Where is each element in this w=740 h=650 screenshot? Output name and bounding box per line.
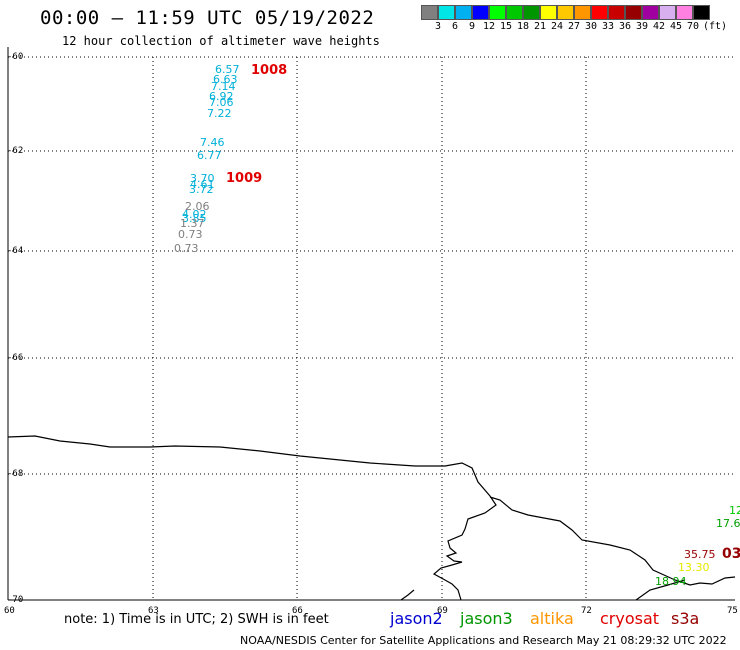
wave-height-value: 0.73 (178, 228, 203, 241)
color-scale-label: 24 (550, 21, 564, 32)
color-scale-label: 18 (516, 21, 530, 32)
lon-label: 66 (292, 606, 303, 616)
color-scale-swatch (591, 5, 608, 20)
wave-height-value: 4.61 (190, 178, 215, 191)
color-scale-swatch (574, 5, 591, 20)
color-scale-label: (ft) (703, 21, 728, 32)
wave-height-value: 4.02 (182, 208, 207, 221)
color-scale-swatch (625, 5, 642, 20)
pressure-label: 1008 (251, 63, 288, 78)
wave-height-value: 18.94 (655, 575, 687, 588)
wave-height-value: 7.06 (209, 96, 234, 109)
lat-label: -62 (7, 146, 24, 156)
wave-height-color-scale (421, 5, 710, 21)
color-scale-swatch (489, 5, 506, 20)
lon-label: 60 (4, 606, 15, 616)
color-scale-label: 36 (618, 21, 632, 32)
wave-height-value: 12 (729, 504, 740, 517)
wave-height-value: 6.57 (215, 63, 240, 76)
color-scale-label: 27 (567, 21, 581, 32)
credit-line: NOAA/NESDIS Center for Satellite Applica… (240, 634, 727, 647)
color-scale-label: 42 (652, 21, 666, 32)
color-scale-swatch (523, 5, 540, 20)
lon-label: 63 (148, 606, 159, 616)
satellite-legend-jason3: jason3 (460, 609, 513, 628)
wave-height-value: 6.77 (197, 149, 222, 162)
satellite-legend-cryosat: cryosat (600, 609, 660, 628)
color-scale-label: 15 (499, 21, 513, 32)
color-scale-label: 3 (434, 21, 442, 32)
wave-height-value: 7.14 (211, 80, 236, 93)
color-scale-swatch (506, 5, 523, 20)
color-scale-swatch (557, 5, 574, 20)
color-scale-label: 33 (601, 21, 615, 32)
antarctic-coastline (7, 435, 736, 601)
lat-label: -64 (7, 246, 24, 256)
color-scale-label: 45 (669, 21, 683, 32)
color-scale-swatch (540, 5, 557, 20)
color-scale-swatch (693, 5, 710, 20)
color-scale-label: 70 (686, 21, 700, 32)
lat-label: -66 (7, 353, 24, 363)
color-scale-swatch (455, 5, 472, 20)
wave-height-value: 1.37 (180, 217, 205, 230)
lon-label: 75 (727, 606, 738, 616)
wave-height-value: 17.6 (716, 517, 740, 530)
wave-height-value: 7.46 (200, 136, 225, 149)
pressure-label: 1009 (226, 171, 263, 186)
satellite-legend-altika: altika (530, 609, 574, 628)
color-scale-label: 12 (482, 21, 496, 32)
lon-label: 69 (437, 606, 448, 616)
wave-height-value: 6.92 (209, 90, 234, 103)
satellite-legend-jason2: jason2 (390, 609, 443, 628)
wave-height-value: 6.63 (213, 73, 238, 86)
color-scale-swatch (438, 5, 455, 20)
color-scale-label: 21 (533, 21, 547, 32)
wave-height-value: 7.22 (207, 107, 232, 120)
wave-height-value: 13.30 (678, 561, 710, 574)
wave-height-value: 3.72 (189, 183, 214, 196)
units-note: note: 1) Time is in UTC; 2) SWH is in fe… (64, 612, 329, 627)
color-scale-label: 39 (635, 21, 649, 32)
color-scale-label: 30 (584, 21, 598, 32)
lat-label: -60 (7, 52, 24, 62)
color-scale-swatch (608, 5, 625, 20)
lat-label: -70 (7, 595, 24, 605)
color-scale-label: 9 (468, 21, 476, 32)
lon-label: 72 (581, 606, 592, 616)
wave-height-value: 0.73 (174, 242, 199, 255)
wave-height-value: 03 (722, 546, 740, 562)
color-scale-swatch (659, 5, 676, 20)
wave-height-value: 35.75 (684, 548, 716, 561)
wave-height-value: 3.85 (182, 212, 207, 225)
wave-height-value: 3.70 (190, 172, 215, 185)
lat-label: -68 (7, 469, 24, 479)
color-scale-swatch (676, 5, 693, 20)
satellite-legend-s3a: s3a (671, 609, 700, 628)
map-subtitle: 12 hour collection of altimeter wave hei… (62, 34, 380, 48)
color-scale-swatch (642, 5, 659, 20)
color-scale-swatch (472, 5, 489, 20)
map-title: 00:00 – 11:59 UTC 05/19/2022 (40, 7, 375, 29)
wave-height-value: 2.06 (185, 200, 210, 213)
color-scale-swatch (421, 5, 438, 20)
grid-lines (8, 56, 735, 600)
color-scale-label: 6 (451, 21, 459, 32)
